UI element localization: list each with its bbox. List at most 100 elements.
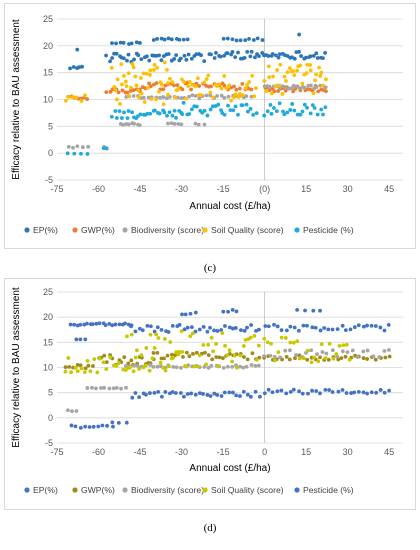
chart-panel-d: -5 0 5 10 15 20 25 -75 -60 -45 -30 -15 0 15 30 45 Annual… — [4, 278, 416, 510]
data-point — [148, 72, 152, 77]
data-point — [137, 366, 141, 371]
data-point — [187, 79, 192, 84]
data-point — [92, 357, 97, 362]
data-point — [267, 88, 272, 93]
data-point — [129, 358, 134, 363]
data-point — [63, 365, 68, 370]
data-point — [361, 349, 366, 354]
data-point — [83, 366, 88, 371]
data-point — [238, 353, 243, 358]
data-point — [151, 364, 156, 369]
data-point — [187, 112, 192, 116]
data-point — [340, 323, 345, 328]
data-point — [123, 79, 128, 84]
legend-marker — [202, 227, 208, 233]
data-point — [125, 116, 130, 121]
data-point — [251, 112, 256, 117]
data-point — [298, 63, 303, 68]
data-point — [305, 348, 310, 353]
data-point — [197, 353, 202, 358]
data-point — [361, 324, 366, 329]
data-point — [86, 144, 91, 149]
data-point — [205, 329, 210, 334]
x-tick-label: 30 — [343, 184, 353, 194]
data-point — [139, 353, 144, 358]
data-point — [331, 356, 336, 361]
data-point — [189, 391, 194, 396]
data-point — [236, 95, 241, 99]
data-point — [80, 64, 84, 69]
data-point — [275, 324, 280, 329]
data-point — [170, 80, 175, 85]
data-point — [222, 112, 227, 117]
data-point — [156, 390, 161, 394]
data-point — [302, 85, 307, 90]
data-point — [151, 68, 156, 72]
data-point — [133, 74, 138, 79]
data-point — [189, 87, 193, 92]
data-point — [130, 395, 135, 400]
data-point — [175, 83, 180, 88]
data-point — [231, 95, 236, 100]
data-point — [193, 329, 198, 334]
data-point — [269, 341, 273, 346]
data-point — [247, 37, 251, 41]
data-point — [276, 89, 280, 94]
data-point — [216, 364, 221, 368]
data-point — [90, 322, 95, 327]
data-point — [269, 111, 274, 116]
data-point — [301, 323, 306, 328]
data-point — [243, 86, 248, 91]
data-point — [170, 352, 174, 357]
data-point — [292, 73, 297, 78]
data-point — [65, 408, 70, 413]
data-point — [280, 92, 285, 96]
data-point — [113, 109, 118, 113]
data-point — [137, 123, 142, 128]
data-point — [337, 343, 342, 348]
data-point — [91, 364, 95, 368]
data-point — [145, 111, 150, 116]
data-point — [116, 90, 121, 95]
data-point — [343, 328, 348, 333]
data-point — [308, 63, 313, 67]
data-point — [170, 324, 175, 328]
data-point — [134, 348, 139, 353]
data-point — [219, 328, 224, 332]
data-point — [190, 93, 195, 98]
data-point — [288, 340, 293, 345]
data-point — [204, 362, 208, 367]
data-point — [295, 339, 300, 344]
legend-marker — [294, 227, 300, 233]
data-point — [149, 97, 154, 101]
data-point — [352, 325, 357, 330]
data-point — [266, 387, 271, 392]
data-point — [303, 308, 307, 313]
data-point — [312, 106, 317, 110]
data-point — [335, 327, 340, 332]
data-point — [284, 391, 289, 396]
data-point — [117, 322, 122, 327]
data-point — [276, 55, 281, 60]
data-point — [181, 354, 185, 359]
data-point — [314, 72, 319, 77]
data-point — [179, 110, 184, 115]
data-point — [266, 54, 271, 58]
data-point — [187, 354, 192, 359]
data-point — [264, 89, 269, 94]
data-point — [266, 64, 271, 69]
data-point — [193, 121, 198, 126]
data-point — [162, 60, 167, 65]
data-point — [387, 354, 392, 359]
data-point — [189, 56, 194, 61]
data-point — [209, 363, 214, 368]
data-point — [221, 36, 226, 41]
data-point — [282, 84, 287, 89]
data-point — [188, 334, 193, 339]
data-point — [297, 86, 302, 91]
data-point — [318, 391, 322, 396]
data-point — [252, 94, 257, 99]
data-point — [230, 307, 235, 312]
data-point — [66, 356, 71, 360]
data-point — [310, 325, 315, 330]
